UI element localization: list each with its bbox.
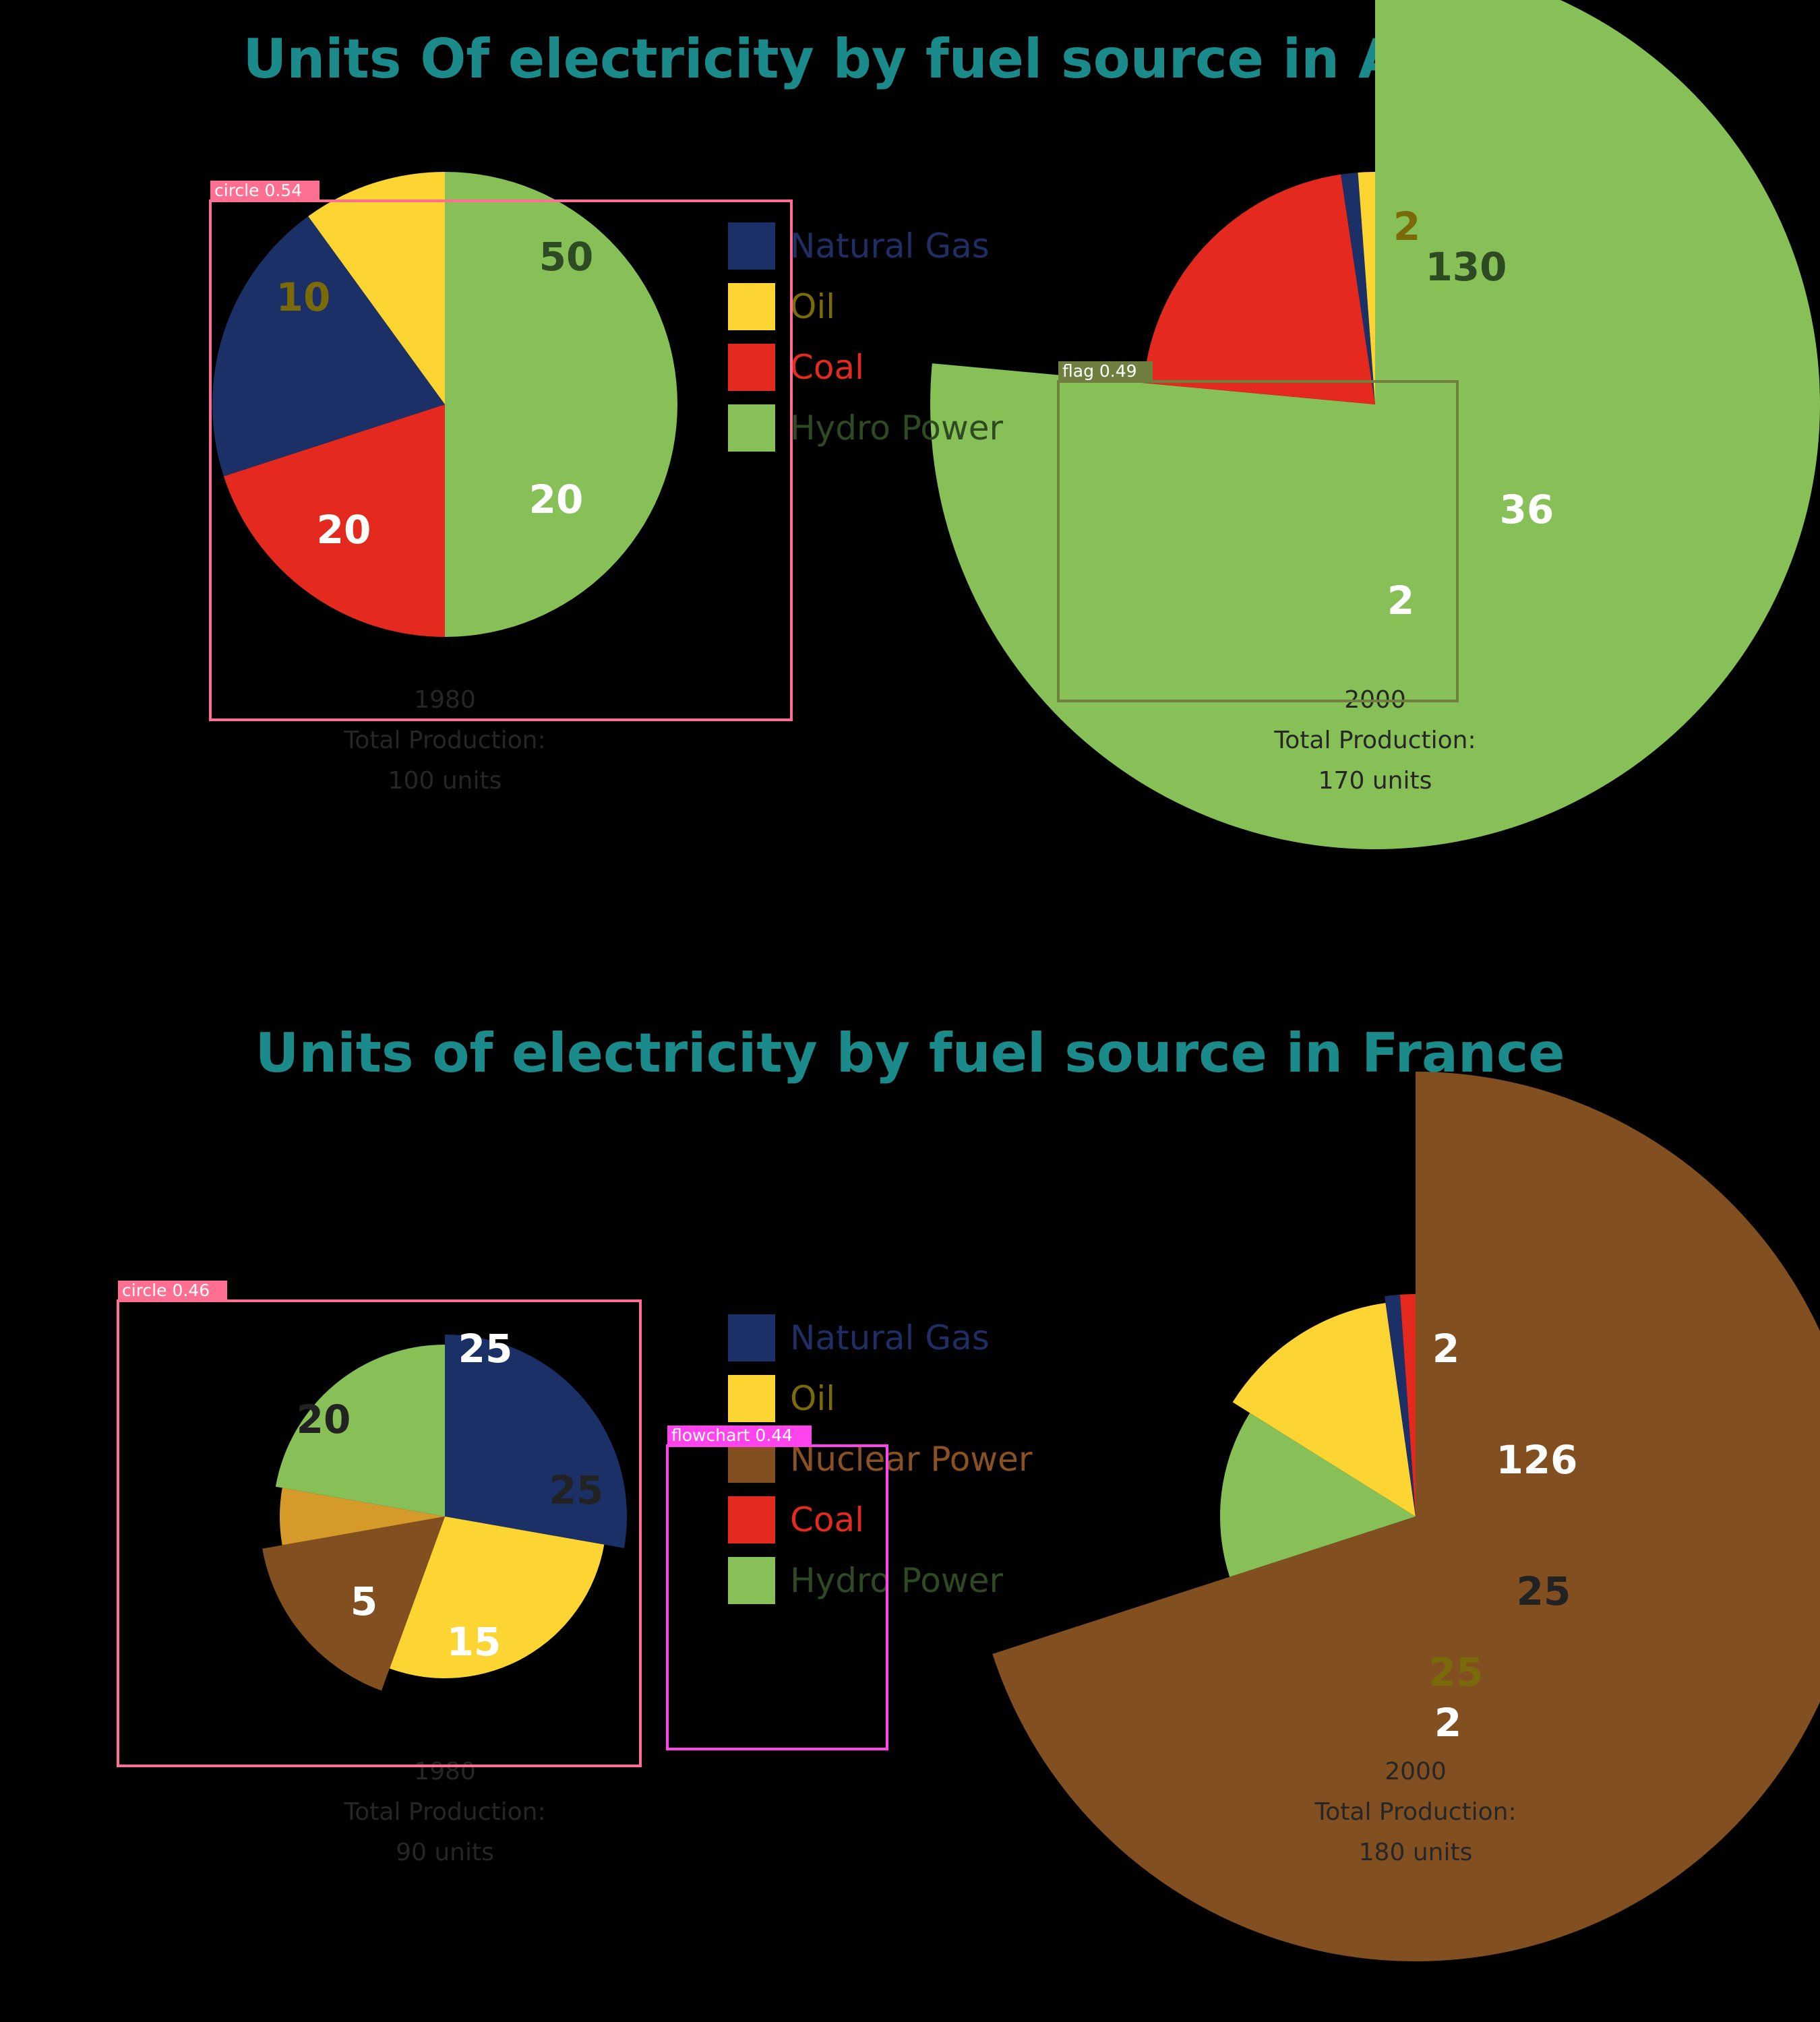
legend-label-oil: Oil bbox=[790, 287, 835, 326]
legend-swatch-coal bbox=[728, 1496, 775, 1543]
detection-box-flowchart-0-44: flowchart 0.44 bbox=[666, 1426, 888, 1750]
caption-year: 1980 bbox=[414, 686, 476, 714]
pie-slice-coal bbox=[223, 404, 445, 637]
slice-value-label-other: 5 bbox=[351, 1579, 377, 1624]
detection-label: flowchart 0.44 bbox=[671, 1426, 793, 1445]
detection-frame bbox=[1057, 380, 1459, 702]
detection-label: circle 0.46 bbox=[122, 1281, 210, 1300]
legend-swatch-hydro-power bbox=[728, 1557, 775, 1604]
detection-tag bbox=[118, 1281, 227, 1301]
detection-box-circle-0-54: circle 0.54 bbox=[209, 181, 793, 721]
legend-swatch-oil bbox=[728, 283, 775, 330]
legend-label-coal: Coal bbox=[790, 1500, 864, 1539]
detection-tag bbox=[667, 1426, 812, 1446]
caption-total-label: Total Production: bbox=[1314, 1798, 1516, 1826]
australia-2000-pie: 130 36 2 2 bbox=[930, 0, 1820, 849]
slice-value-label-natural-gas: 20 bbox=[317, 507, 371, 553]
detection-tag bbox=[210, 181, 320, 201]
pie-slice-oil bbox=[1232, 1303, 1416, 1516]
australia-legend: Natural Gas Oil Coal Hydro Power bbox=[728, 222, 1003, 452]
slice-value-label-oil: 10 bbox=[276, 274, 331, 320]
caption-total-value: 100 units bbox=[388, 767, 502, 795]
australia-1980-caption: 1980 Total Production: 100 units bbox=[343, 686, 545, 795]
caption-year: 2000 bbox=[1385, 1758, 1447, 1785]
detection-label: circle 0.54 bbox=[214, 181, 302, 200]
australia-1980-pie: 50 20 20 10 bbox=[212, 172, 677, 637]
caption-total-value: 180 units bbox=[1359, 1839, 1473, 1866]
legend-swatch-oil bbox=[728, 1375, 775, 1422]
australia-title: Units Of electricity by fuel source in A… bbox=[243, 28, 1496, 90]
pie-slice-coal bbox=[1399, 1294, 1416, 1516]
slice-value-label-natural-gas: 2 bbox=[1434, 1700, 1461, 1746]
legend-label-oil: Oil bbox=[790, 1379, 835, 1418]
australia-2000-caption: 2000 Total Production: 170 units bbox=[1273, 686, 1476, 795]
detection-label: flag 0.49 bbox=[1062, 361, 1137, 381]
slice-value-label-oil: 2 bbox=[1393, 204, 1420, 249]
caption-total-label: Total Production: bbox=[343, 1798, 545, 1826]
pie-slice-natural-gas bbox=[212, 216, 445, 477]
france-1980-pie: 25 25 15 5 20 bbox=[262, 1326, 628, 1691]
caption-total-label: Total Production: bbox=[1273, 727, 1476, 754]
slice-value-label-coal: 20 bbox=[529, 477, 584, 522]
slice-value-label-natural-gas: 2 bbox=[1387, 578, 1414, 623]
pie-slice-natural-gas bbox=[1341, 172, 1375, 404]
pie-slice-nuclear-power bbox=[262, 1516, 445, 1691]
pie-slice-natural-gas bbox=[445, 1335, 628, 1548]
detection-frame bbox=[209, 200, 793, 721]
france-title: Units of electricity by fuel source in F… bbox=[255, 1022, 1565, 1084]
legend-swatch-natural-gas bbox=[728, 1314, 775, 1361]
detection-tag bbox=[1058, 361, 1153, 381]
legend-swatch-hydro-power bbox=[728, 404, 775, 452]
caption-total-value: 90 units bbox=[396, 1839, 494, 1866]
france-2000-caption: 2000 Total Production: 180 units bbox=[1314, 1758, 1516, 1866]
pie-slice-nuclear-power bbox=[992, 1072, 1820, 1961]
slice-value-label-natural-gas: 25 bbox=[458, 1326, 513, 1372]
pie-slice-hydro-power bbox=[1219, 1413, 1416, 1577]
caption-year: 1980 bbox=[414, 1758, 476, 1785]
pie-slice-other bbox=[279, 1488, 445, 1545]
slice-value-label-coal: 36 bbox=[1500, 487, 1554, 532]
slice-value-label-coal: 2 bbox=[1432, 1326, 1459, 1372]
slice-value-label-nuclear-power: 15 bbox=[447, 1619, 502, 1665]
france-2000-pie: 126 25 25 2 2 bbox=[992, 1072, 1820, 1961]
pie-slice-oil bbox=[308, 172, 445, 404]
slice-value-label-oil: 25 bbox=[549, 1467, 604, 1513]
legend-swatch-coal bbox=[728, 344, 775, 391]
detection-box-circle-0-46: circle 0.46 bbox=[117, 1281, 642, 1767]
caption-total-value: 170 units bbox=[1318, 767, 1432, 795]
detection-frame bbox=[117, 1299, 642, 1767]
slice-value-label-nuclear-power: 126 bbox=[1496, 1437, 1577, 1483]
slice-value-label-oil: 25 bbox=[1429, 1649, 1484, 1695]
france-1980-caption: 1980 Total Production: 90 units bbox=[343, 1758, 545, 1866]
legend-label-hydro-power: Hydro Power bbox=[790, 1561, 1003, 1600]
slice-value-label-hydro-power: 50 bbox=[539, 234, 594, 280]
legend-swatch-natural-gas bbox=[728, 222, 775, 270]
slice-value-label-hydro-power: 25 bbox=[1517, 1568, 1571, 1614]
pie-slice-natural-gas bbox=[1385, 1294, 1416, 1516]
legend-label-coal: Coal bbox=[790, 348, 864, 387]
pie-slice-oil bbox=[1358, 172, 1375, 404]
legend-label-natural-gas: Natural Gas bbox=[790, 226, 990, 266]
slice-value-label-hydro-power: 130 bbox=[1425, 244, 1507, 290]
pie-slice-hydro-power bbox=[275, 1344, 445, 1516]
slice-value-label-hydro-power: 20 bbox=[297, 1397, 351, 1442]
pie-slice-hydro-power bbox=[445, 172, 677, 637]
pie-slice-oil bbox=[389, 1516, 605, 1679]
caption-total-label: Total Production: bbox=[343, 727, 545, 754]
pie-slice-coal bbox=[1143, 174, 1375, 404]
legend-label-natural-gas: Natural Gas bbox=[790, 1318, 990, 1357]
detection-overlays: circle 0.54 flag 0.49 circle 0.46 flowchart… bbox=[117, 181, 1459, 1767]
legend-label-hydro-power: Hydro Power bbox=[790, 408, 1003, 448]
detection-box-flag-0-49: flag 0.49 bbox=[1057, 361, 1459, 702]
pie-slice-hydro-power bbox=[930, 0, 1820, 849]
